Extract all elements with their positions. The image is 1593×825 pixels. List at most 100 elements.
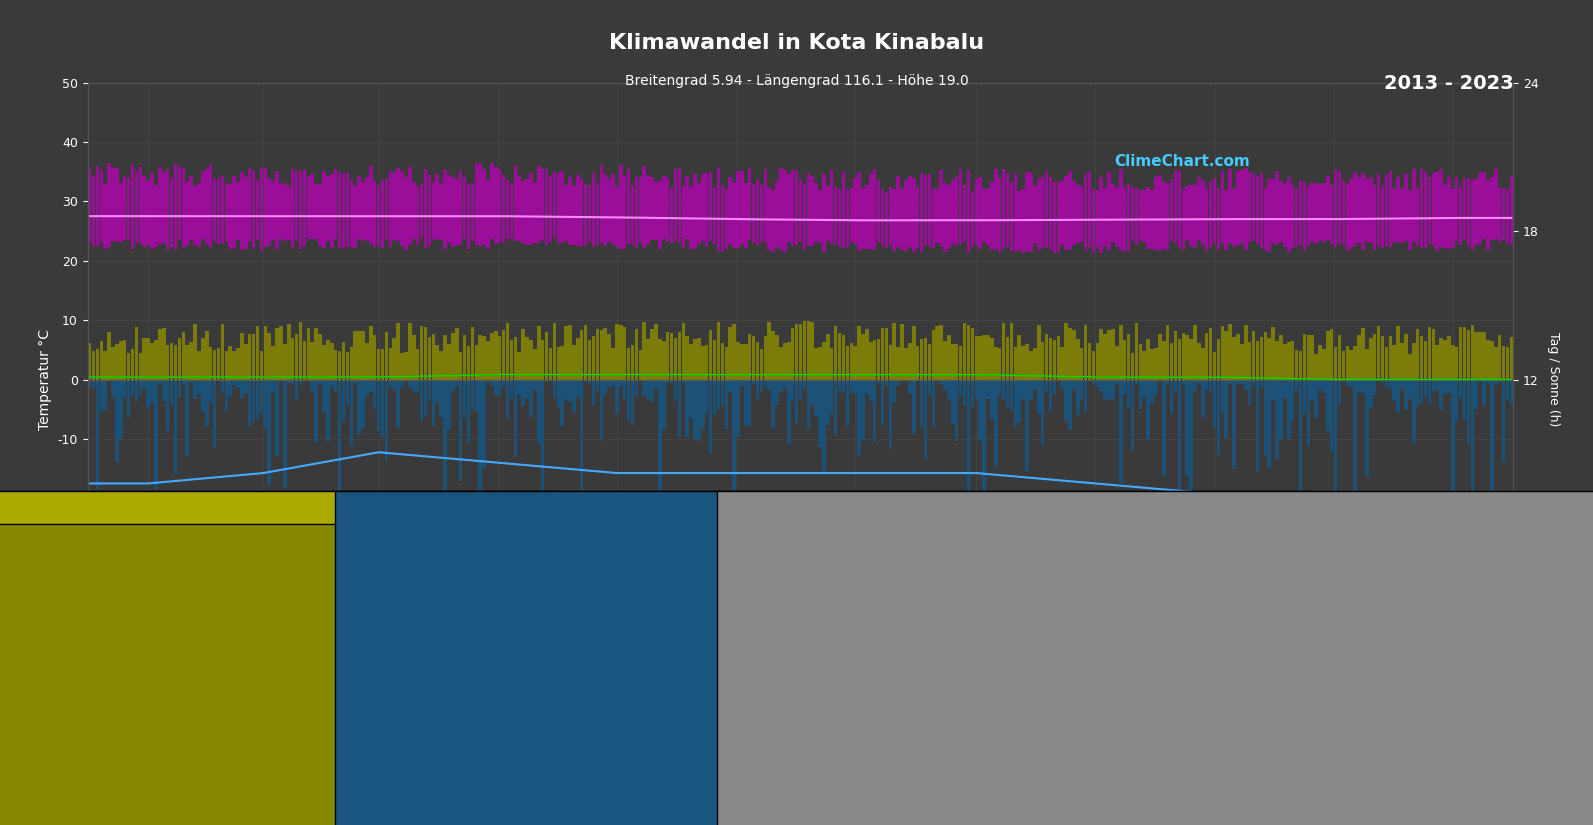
Bar	[1045, 334, 1048, 380]
Bar	[263, 168, 268, 247]
Bar	[1155, 177, 1158, 250]
Bar	[1290, 186, 1295, 248]
Bar	[421, 380, 424, 420]
Bar	[1147, 186, 1150, 248]
Bar	[776, 380, 779, 404]
Bar	[1341, 351, 1344, 380]
Bar	[1104, 334, 1107, 380]
Bar	[1440, 338, 1443, 380]
Bar	[397, 167, 400, 241]
Bar	[319, 184, 322, 246]
Bar	[150, 343, 155, 380]
Bar	[427, 175, 432, 247]
Bar	[806, 380, 811, 430]
Bar	[1150, 380, 1153, 403]
Bar	[948, 380, 951, 399]
Bar	[249, 167, 252, 242]
Bar	[1061, 380, 1064, 389]
Bar	[193, 380, 198, 399]
Bar	[849, 188, 852, 242]
Bar	[1147, 339, 1150, 380]
Bar	[295, 380, 298, 400]
Bar	[518, 352, 521, 380]
Bar	[365, 380, 368, 396]
Bar	[709, 330, 712, 380]
Bar	[962, 323, 967, 380]
Bar	[854, 346, 857, 380]
Bar	[236, 182, 241, 240]
Bar	[182, 332, 185, 380]
Bar	[392, 173, 397, 240]
Bar	[1053, 340, 1056, 380]
Bar	[1419, 380, 1423, 404]
Bar	[760, 380, 763, 392]
Bar	[534, 350, 537, 380]
Bar	[534, 182, 537, 243]
Bar	[381, 380, 384, 436]
Bar	[728, 380, 731, 392]
Bar	[545, 380, 548, 382]
Bar	[728, 328, 731, 380]
Bar	[959, 380, 962, 397]
Bar	[623, 380, 626, 399]
Bar	[1483, 172, 1486, 239]
Bar	[798, 323, 803, 380]
Bar	[1303, 380, 1306, 414]
Bar	[1384, 380, 1388, 389]
Bar	[881, 189, 884, 246]
Bar	[432, 182, 435, 240]
Bar	[682, 323, 685, 380]
Bar	[545, 169, 548, 245]
Bar	[1365, 380, 1368, 476]
Text: Monatsdurchschnitt: Monatsdurchschnitt	[840, 787, 949, 797]
Bar	[1010, 380, 1013, 410]
Bar	[483, 380, 486, 468]
Bar	[112, 346, 115, 380]
Bar	[1169, 380, 1174, 414]
Bar	[1330, 329, 1333, 380]
Bar	[1217, 339, 1220, 380]
Bar	[1072, 331, 1075, 380]
Bar	[295, 172, 298, 241]
Bar	[1475, 332, 1478, 380]
Bar	[838, 380, 841, 391]
Bar	[244, 177, 247, 249]
Bar	[1451, 380, 1454, 493]
Bar	[342, 380, 346, 422]
Bar	[763, 336, 768, 380]
Bar	[397, 323, 400, 380]
Bar	[1204, 190, 1209, 251]
Bar	[663, 380, 666, 429]
Bar	[790, 380, 795, 402]
Bar	[741, 172, 744, 244]
Bar	[596, 380, 599, 390]
Bar	[725, 190, 728, 249]
Bar	[107, 332, 112, 380]
Bar	[811, 176, 814, 246]
Bar	[370, 380, 373, 393]
Bar	[158, 167, 161, 244]
Bar	[1161, 182, 1166, 249]
Bar	[1123, 187, 1126, 252]
Bar	[456, 380, 459, 385]
Bar	[1040, 380, 1045, 445]
Bar	[378, 349, 381, 380]
Bar	[1013, 173, 1016, 252]
Bar	[720, 380, 725, 406]
Bar	[620, 165, 623, 248]
Bar	[1002, 169, 1005, 249]
Bar	[233, 351, 236, 380]
Bar	[1018, 380, 1021, 422]
Bar	[155, 340, 158, 380]
Bar	[698, 338, 701, 380]
Bar	[733, 380, 736, 532]
Bar	[798, 179, 803, 242]
Text: Tageslicht pro Tag: Tageslicht pro Tag	[449, 746, 548, 756]
Bar	[666, 332, 669, 380]
Bar	[112, 380, 115, 397]
Bar	[658, 181, 661, 249]
Bar	[1314, 354, 1317, 380]
Bar	[951, 380, 954, 423]
Bar	[174, 380, 177, 474]
Bar	[241, 333, 244, 380]
